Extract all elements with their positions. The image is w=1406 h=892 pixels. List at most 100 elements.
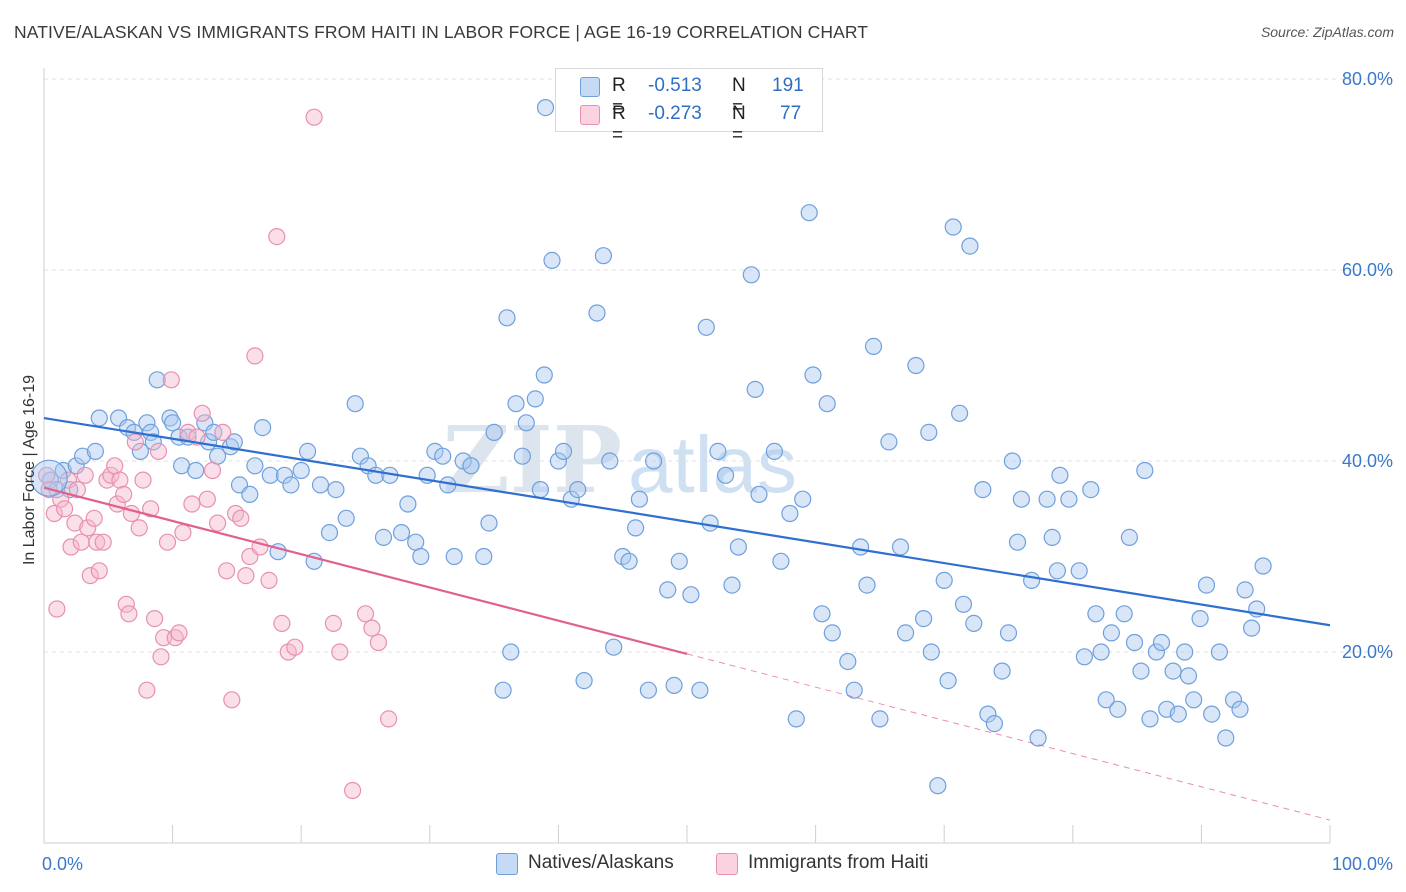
point-natives [1152, 633, 1171, 652]
trend-line-haiti-dashed [686, 653, 1331, 821]
point-haiti [149, 442, 168, 460]
point-natives [804, 366, 822, 384]
point-natives [639, 681, 658, 699]
legend-n-label: N = [732, 75, 746, 118]
point-natives [605, 638, 623, 656]
point-natives [1141, 710, 1159, 728]
point-natives [1038, 490, 1056, 508]
point-natives [781, 504, 799, 523]
point-natives [985, 714, 1004, 733]
point-natives [944, 218, 962, 236]
point-natives [327, 481, 345, 499]
point-haiti [246, 347, 264, 365]
watermark: ZIP atlas [443, 406, 797, 514]
point-haiti [209, 514, 227, 532]
point-natives [399, 495, 417, 513]
point-haiti [68, 481, 87, 499]
point-natives [225, 433, 243, 451]
point-natives [907, 356, 925, 375]
point-natives [858, 576, 876, 594]
point-haiti [369, 633, 387, 652]
point-natives [494, 681, 512, 699]
point-natives [535, 366, 553, 384]
point-natives [1029, 729, 1047, 747]
point-natives [282, 476, 300, 494]
point-natives [979, 705, 997, 723]
point-natives [670, 552, 688, 570]
point-haiti [214, 423, 232, 441]
x-tick-label: 0.0% [42, 854, 83, 874]
x-tick-label: 100.0% [1332, 854, 1393, 874]
point-haiti [198, 490, 216, 508]
tick-labels: 20.0% 40.0% 60.0% 80.0% 0.0% 100.0% [42, 69, 1393, 874]
point-natives [261, 466, 279, 484]
point-natives [1003, 452, 1022, 470]
point-natives [871, 710, 889, 728]
y-tick-label: 20.0% [1342, 642, 1393, 662]
point-natives [993, 662, 1011, 680]
point-natives [138, 414, 156, 432]
point-natives [502, 643, 520, 661]
point-natives [800, 204, 818, 222]
point-natives [311, 476, 330, 494]
point-natives [1043, 528, 1061, 547]
point-haiti [232, 509, 250, 527]
point-haiti [66, 514, 84, 532]
point-natives [187, 461, 205, 480]
point-natives [880, 433, 898, 451]
point-haiti [324, 614, 342, 633]
point-natives [1092, 643, 1110, 661]
point-haiti [356, 605, 375, 623]
point-natives [965, 614, 983, 633]
point-natives [845, 681, 863, 699]
point-natives [485, 423, 503, 441]
point-haiti [218, 562, 236, 580]
point-haiti [37, 466, 56, 484]
point-natives [131, 442, 149, 460]
point-haiti [120, 605, 138, 623]
point-natives [823, 624, 841, 642]
point-natives [549, 452, 568, 470]
point-haiti [90, 562, 108, 580]
point-natives [787, 710, 805, 728]
point-haiti [183, 495, 201, 513]
bottom-legend-label-haiti: Immigrants from Haiti [748, 852, 929, 873]
point-natives [1082, 481, 1100, 499]
point-natives [765, 442, 784, 460]
point-haiti [162, 371, 180, 389]
point-natives [1242, 619, 1261, 637]
stats-legend: R = -0.513 N = 191 R = -0.273 N = 77 [555, 68, 823, 146]
y-tick-label: 60.0% [1342, 260, 1393, 280]
point-natives [1203, 705, 1221, 723]
point-natives [246, 457, 264, 475]
point-natives [144, 433, 162, 451]
point-natives [412, 547, 430, 566]
point-natives [1179, 667, 1198, 685]
legend-r-label: R = [612, 75, 626, 118]
point-natives [746, 380, 764, 398]
point-haiti [237, 566, 255, 585]
legend-swatch-haiti [580, 105, 600, 125]
point-haiti [170, 624, 188, 642]
point-haiti [152, 648, 170, 666]
legend-n-value: 77 [780, 103, 802, 124]
point-natives [1132, 662, 1150, 680]
y-tick-label: 40.0% [1342, 451, 1393, 471]
point-haiti [363, 619, 381, 637]
point-natives [205, 423, 223, 441]
point-natives [818, 395, 836, 413]
point-natives [569, 481, 587, 499]
point-natives [1097, 691, 1115, 709]
point-natives [974, 481, 992, 499]
point-natives [839, 652, 857, 671]
point-natives [1254, 557, 1272, 575]
point-natives [536, 98, 555, 117]
point-natives [299, 442, 317, 460]
point-haiti [158, 533, 177, 551]
point-natives [462, 457, 480, 475]
point-natives [161, 409, 179, 427]
axes [43, 68, 1331, 844]
point-natives [891, 538, 910, 556]
point-natives [914, 609, 933, 628]
